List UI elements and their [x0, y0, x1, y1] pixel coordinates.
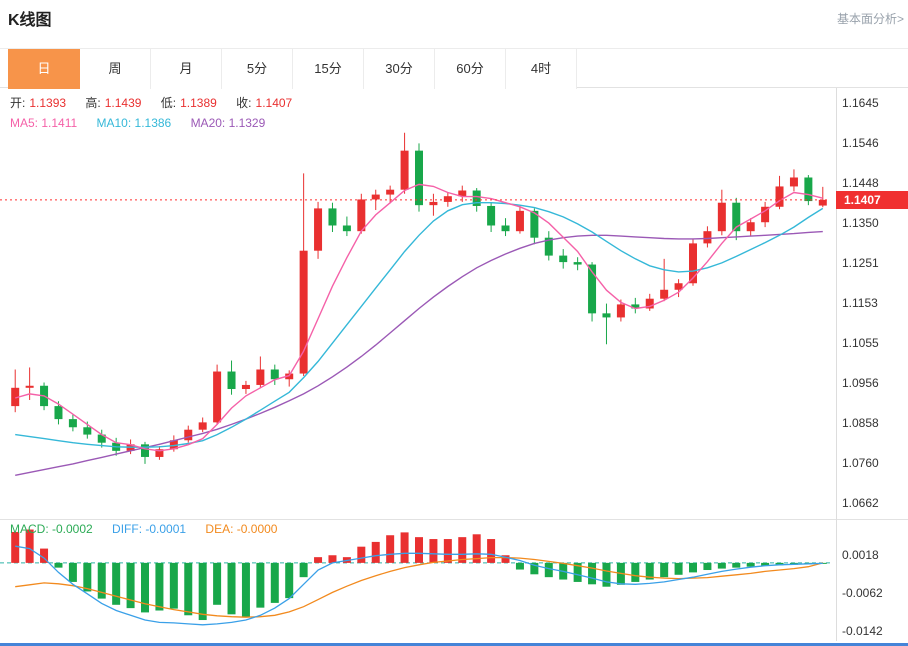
y-axis-label: 1.0956 [842, 376, 879, 390]
macd-axis-label: 0.0018 [842, 548, 879, 562]
tab-60min[interactable]: 60分 [435, 49, 506, 89]
tab-month[interactable]: 月 [151, 49, 222, 89]
tab-week[interactable]: 周 [80, 49, 151, 89]
current-price-tag: 1.1407 [836, 191, 908, 209]
ma20-legend: MA20: 1.1329 [190, 116, 266, 130]
diff-value: DIFF: -0.0001 [112, 522, 187, 536]
low-label: 低: [160, 96, 177, 110]
ma10-legend: MA10: 1.1386 [96, 116, 172, 130]
page-title: K线图 [8, 12, 52, 29]
macd-axis-label: -0.0062 [842, 586, 883, 600]
price-axis-line [836, 88, 837, 641]
high-label: 高: [85, 96, 101, 110]
y-axis-label: 1.1546 [842, 136, 879, 150]
tab-day[interactable]: 日 [8, 49, 80, 89]
y-axis-label: 1.1153 [842, 296, 878, 310]
interval-tabbar: 日 周 月 5分 15分 30分 60分 4时 [0, 48, 908, 89]
macd-legend: MACD: -0.0002 DIFF: -0.0001 DEA: -0.0000 [10, 522, 281, 536]
panel-divider [0, 519, 908, 520]
open-value: 1.1393 [29, 96, 67, 110]
dea-value: DEA: -0.0000 [205, 522, 278, 536]
tab-4hour[interactable]: 4时 [506, 49, 577, 89]
y-axis-label: 1.1055 [842, 336, 879, 350]
tab-30min[interactable]: 30分 [364, 49, 435, 89]
y-axis-label: 1.1448 [842, 176, 879, 190]
y-axis-label: 1.1350 [842, 216, 879, 230]
y-axis-label: 1.0662 [842, 496, 879, 510]
ma5-legend: MA5: 1.1411 [10, 116, 78, 130]
y-axis-label: 1.1645 [842, 96, 879, 110]
fundamental-analysis-link[interactable]: 基本面分析> [836, 12, 904, 26]
close-value: 1.1407 [255, 96, 293, 110]
macd-value: MACD: -0.0002 [10, 522, 93, 536]
tab-5min[interactable]: 5分 [222, 49, 293, 89]
tab-15min[interactable]: 15分 [293, 49, 364, 89]
y-axis-label: 1.0858 [842, 416, 879, 430]
y-axis-label: 1.0760 [842, 456, 879, 470]
close-label: 收: [236, 96, 252, 110]
bottom-accent-bar [0, 643, 908, 646]
ma-legend: MA5: 1.1411 MA10: 1.1386 MA20: 1.1329 [10, 116, 269, 130]
low-value: 1.1389 [180, 96, 217, 110]
macd-axis-label: -0.0142 [842, 624, 883, 638]
macd-chart[interactable] [0, 520, 830, 641]
ohlc-legend: 开: 1.1393 高: 1.1439 低: 1.1389 收: 1.1407 [10, 94, 296, 111]
y-axis-label: 1.1251 [842, 256, 879, 270]
candlestick-chart[interactable] [0, 88, 830, 520]
high-value: 1.1439 [104, 96, 142, 110]
open-label: 开: [10, 96, 26, 110]
